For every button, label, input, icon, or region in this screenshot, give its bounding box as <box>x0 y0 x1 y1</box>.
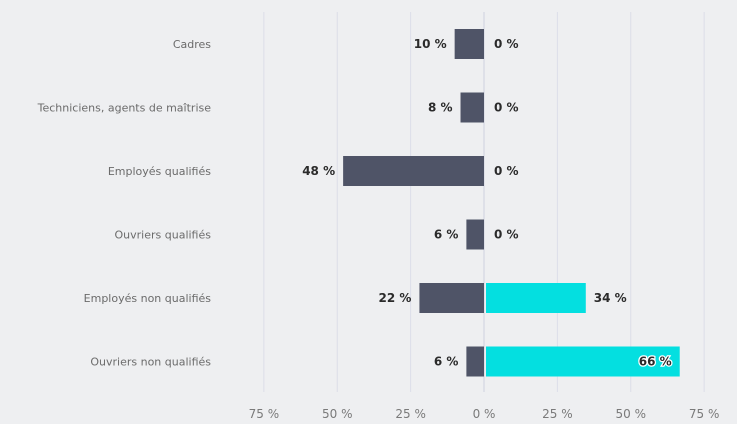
data-label-left: 22 % <box>379 291 412 305</box>
data-label-left: 10 % <box>414 37 447 51</box>
x-tick-label: 75 % <box>689 407 720 421</box>
x-axis-ticks: 75 % 50 % 25 % 0 % 25 % 50 % 75 % <box>249 407 720 421</box>
data-label-left: 6 % <box>434 355 459 369</box>
data-label-left: 48 % <box>302 164 335 178</box>
category-label: Techniciens, agents de maîtrise <box>37 102 212 115</box>
data-label-right: 0 % <box>494 228 519 242</box>
bar-left <box>466 219 484 250</box>
x-tick-label: 0 % <box>473 407 496 421</box>
bar-left <box>419 283 484 313</box>
category-label: Employés non qualifiés <box>84 292 212 305</box>
x-tick-label: 25 % <box>395 407 426 421</box>
x-tick-label: 50 % <box>322 407 353 421</box>
bar-left <box>454 29 484 59</box>
bars <box>343 29 680 377</box>
data-label-left: 8 % <box>428 101 453 115</box>
x-tick-label: 75 % <box>249 407 280 421</box>
category-label: Ouvriers non qualifiés <box>90 356 211 369</box>
x-tick-label: 25 % <box>542 407 573 421</box>
data-labels: 10 % 0 % 8 % 0 % 48 % 0 % 6 % 0 % 22 % 34 % 6 % 66 … <box>302 37 673 370</box>
data-label-right: 0 % <box>494 164 519 178</box>
bar-right <box>486 346 680 377</box>
data-label-left: 6 % <box>434 228 459 242</box>
grid-lines <box>263 12 705 392</box>
category-labels: Cadres Techniciens, agents de maîtrise Emp… <box>37 38 212 369</box>
data-label-right: 66 % <box>639 355 672 369</box>
category-label: Ouvriers qualifiés <box>115 229 212 242</box>
data-label-right: 0 % <box>494 37 519 51</box>
bar-left <box>343 156 484 186</box>
bar-left <box>466 346 484 377</box>
data-label-right: 0 % <box>494 101 519 115</box>
x-tick-label: 50 % <box>616 407 647 421</box>
category-label: Employés qualifiés <box>108 165 211 178</box>
category-label: Cadres <box>173 38 211 51</box>
bar-right <box>486 283 586 313</box>
bar-left <box>460 92 484 123</box>
data-label-right: 34 % <box>594 291 627 305</box>
